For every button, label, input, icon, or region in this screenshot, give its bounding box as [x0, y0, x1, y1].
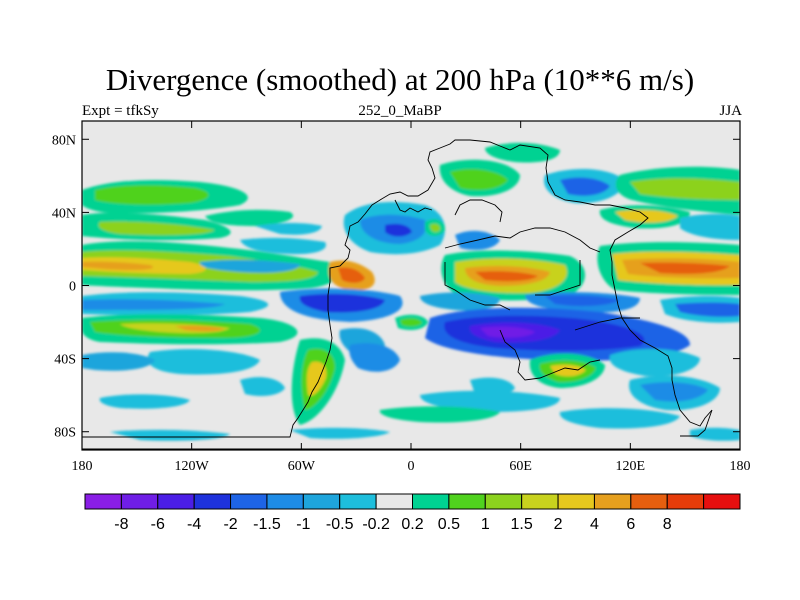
colorbar-label: -0.2 — [362, 516, 390, 533]
y-tick-label: 80S — [54, 426, 76, 441]
colorbar-swatch — [557, 493, 595, 510]
run-label: 252_0_MaBP — [358, 103, 442, 119]
continent-outline — [82, 139, 740, 450]
x-tick-label: 180 — [730, 459, 751, 474]
colorbar-swatch — [630, 493, 668, 510]
colorbar-label: 0.2 — [401, 516, 423, 533]
colorbar-label: 1 — [481, 516, 490, 533]
x-tick-label: 120E — [616, 459, 646, 474]
colorbar-label: -1 — [296, 516, 310, 533]
colorbar-label: 2 — [554, 516, 563, 533]
colorbar-label: -8 — [114, 516, 128, 533]
colorbar-label: -2 — [223, 516, 237, 533]
colorbar-swatch — [157, 493, 195, 510]
colorbar-label: -1.5 — [253, 516, 281, 533]
colorbar-swatch — [84, 493, 122, 510]
plot-title: Divergence (smoothed) at 200 hPa (10**6 … — [105, 62, 695, 97]
y-tick-label: 0 — [69, 280, 76, 295]
experiment-label: Expt = tfkSy — [82, 103, 159, 119]
colorbar-swatch — [412, 493, 450, 510]
colorbar-swatch — [266, 493, 304, 510]
colorbar-swatch — [230, 493, 268, 510]
y-axis: 80N 40N 0 40S 80S — [52, 133, 740, 441]
colorbar: -8 -6 -4 -2 -1.5 -1 -0.5 -0.2 0.2 0.5 1 1.5 2 4 6 8 — [84, 493, 741, 533]
colorbar-label: 4 — [590, 516, 599, 533]
colorbar-swatch — [484, 493, 523, 510]
colorbar-swatch — [521, 493, 559, 510]
colorbar-label: -6 — [151, 516, 165, 533]
colorbar-swatch — [593, 493, 632, 510]
y-tick-label: 80N — [52, 133, 76, 148]
season-label: JJA — [719, 103, 742, 119]
colorbar-swatch — [375, 493, 414, 510]
colorbar-label: -0.5 — [326, 516, 354, 533]
y-tick-label: 40N — [52, 206, 76, 221]
colorbar-label: -4 — [187, 516, 201, 533]
colorbar-label: 0.5 — [438, 516, 460, 533]
colorbar-swatch — [193, 493, 232, 510]
colorbar-swatch — [666, 493, 705, 510]
colorbar-swatch — [120, 493, 159, 510]
colorbar-swatch — [339, 493, 377, 510]
divergence-field — [82, 142, 740, 441]
x-tick-label: 60W — [288, 459, 316, 474]
colorbar-swatch — [703, 493, 741, 510]
x-tick-label: 180 — [72, 459, 93, 474]
colorbar-label: 1.5 — [511, 516, 533, 533]
y-tick-label: 40S — [54, 353, 76, 368]
colorbar-label: 8 — [663, 516, 672, 533]
x-tick-label: 120W — [175, 459, 210, 474]
colorbar-swatch — [448, 493, 486, 510]
x-axis: 180 120W 60W 0 60E 120E 180 — [72, 121, 751, 474]
x-tick-label: 60E — [509, 459, 532, 474]
x-tick-label: 0 — [408, 459, 415, 474]
colorbar-swatch — [302, 493, 341, 510]
colorbar-label: 6 — [626, 516, 635, 533]
